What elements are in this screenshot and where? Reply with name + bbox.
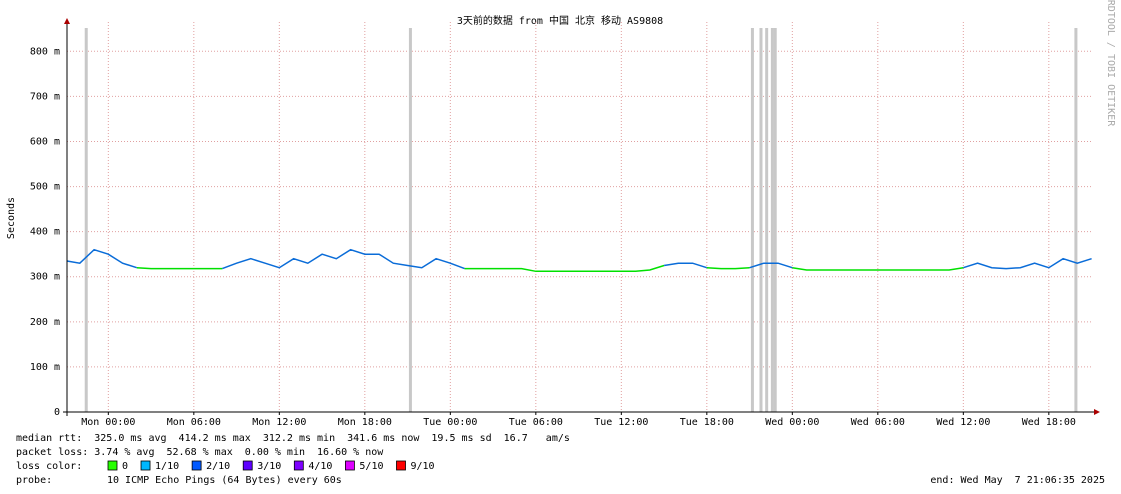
legend-swatch bbox=[140, 460, 151, 471]
y-tick-label: 100 m bbox=[30, 362, 60, 373]
y-tick-label: 500 m bbox=[30, 182, 60, 193]
legend-swatch bbox=[242, 460, 253, 471]
loss-bar bbox=[773, 28, 777, 412]
rtt-line bbox=[136, 264, 964, 273]
y-tick-label: 200 m bbox=[30, 317, 60, 328]
x-tick-label: Tue 12:00 bbox=[594, 417, 648, 428]
legend-label: 4/10 bbox=[308, 461, 332, 472]
x-tick-label: Mon 12:00 bbox=[252, 417, 306, 428]
x-tick-label: Tue 00:00 bbox=[423, 417, 477, 428]
y-tick-label: 600 m bbox=[30, 136, 60, 147]
x-tick-label: Mon 18:00 bbox=[338, 417, 392, 428]
rtt-line bbox=[66, 248, 1092, 270]
legend-swatch bbox=[191, 460, 202, 471]
y-arrow bbox=[64, 18, 70, 24]
end-time: end: Wed May 7 21:06:35 2025 bbox=[930, 475, 1105, 486]
y-tick-label: 400 m bbox=[30, 227, 60, 238]
loss-bar bbox=[759, 28, 763, 412]
y-tick-label: 700 m bbox=[30, 91, 60, 102]
legend-label: 9/10 bbox=[411, 461, 435, 472]
legend-label: 2/10 bbox=[206, 461, 230, 472]
y-tick-label: 0 bbox=[54, 407, 60, 418]
loss-bar bbox=[84, 28, 88, 412]
loss-bar bbox=[408, 28, 412, 412]
x-tick-label: Wed 12:00 bbox=[936, 417, 990, 428]
x-tick-label: Wed 00:00 bbox=[765, 417, 819, 428]
probe-text: 10 ICMP Echo Pings (64 Bytes) every 60s bbox=[107, 475, 342, 486]
legend-label: 1/10 bbox=[155, 461, 179, 472]
x-tick-label: Wed 18:00 bbox=[1022, 417, 1076, 428]
x-tick-label: Mon 06:00 bbox=[167, 417, 221, 428]
x-tick-label: Tue 06:00 bbox=[509, 417, 563, 428]
side-text: RRDTOOL / TOBI OETIKER bbox=[1105, 0, 1116, 127]
loss-bar bbox=[1074, 28, 1078, 412]
x-tick-label: Mon 00:00 bbox=[81, 417, 135, 428]
y-axis-label: Seconds bbox=[6, 197, 17, 239]
legend-swatch bbox=[345, 460, 355, 471]
probe-label: probe: bbox=[16, 475, 52, 486]
legend-swatch bbox=[293, 460, 304, 471]
loss-bar bbox=[770, 28, 774, 412]
legend-label: 5/10 bbox=[359, 461, 383, 472]
legend-label: 3/10 bbox=[257, 461, 281, 472]
stats-line: median rtt: 325.0 ms avg 414.2 ms max 31… bbox=[16, 433, 570, 444]
x-tick-label: Tue 18:00 bbox=[680, 417, 734, 428]
legend-label: 0 bbox=[122, 461, 128, 472]
loss-bar bbox=[765, 28, 769, 412]
y-tick-label: 300 m bbox=[30, 272, 60, 283]
chart-title: 3天前的数据 from 中国 北京 移动 AS9808 bbox=[457, 14, 663, 27]
legend-swatch bbox=[396, 460, 406, 471]
x-tick-label: Wed 06:00 bbox=[851, 417, 905, 428]
x-arrow bbox=[1094, 409, 1100, 415]
y-tick-label: 800 m bbox=[30, 46, 60, 57]
loss-bar bbox=[750, 28, 754, 412]
stats-line: packet loss: 3.74 % avg 52.68 % max 0.00… bbox=[16, 447, 384, 458]
legend-title: loss color: bbox=[16, 461, 82, 472]
legend-swatch bbox=[107, 460, 118, 471]
